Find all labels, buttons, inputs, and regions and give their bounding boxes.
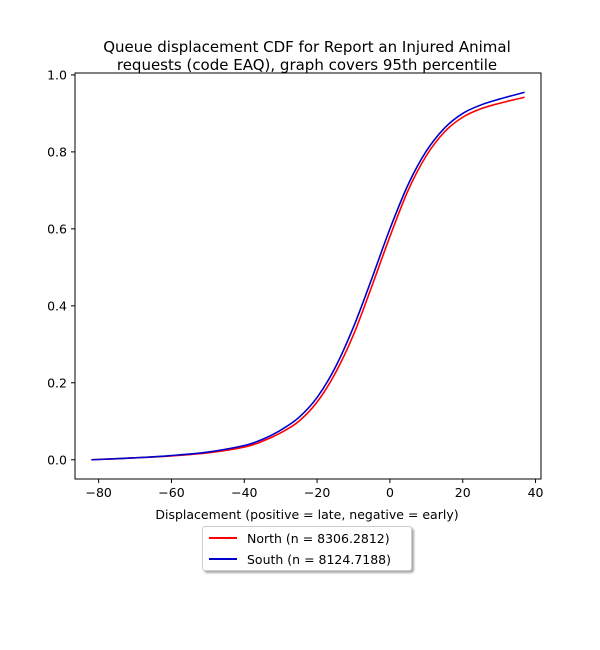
y-tick-label: 0.2 [47,375,67,390]
legend-entry-south: South (n = 8124.7188) [209,549,391,569]
legend: North (n = 8306.2812) South (n = 8124.71… [202,526,412,571]
plot-frame [74,72,542,480]
legend-label-north: North (n = 8306.2812) [247,530,390,546]
chart-title: Queue displacement CDF for Report an Inj… [103,38,511,74]
x-axis: −80 −60 −40 −20 0 20 40 [85,479,544,500]
series-line-north [91,96,525,461]
y-tick-label: 0.4 [47,298,67,313]
x-tick-label: 40 [528,485,544,500]
series-layer [91,91,525,461]
x-axis-label: Displacement (positive = late, negative … [155,507,458,522]
y-tick-label: 1.0 [47,67,67,82]
series-line-south [91,91,525,461]
x-tick-label: 0 [386,485,394,500]
legend-label-south: South (n = 8124.7188) [247,551,391,567]
x-tick-label: −80 [85,485,111,500]
y-tick-label: 0.8 [47,144,67,159]
y-tick-label: 0.0 [47,452,67,467]
x-tick-label: 20 [455,485,471,500]
x-tick-label: −60 [158,485,184,500]
x-tick-label: −20 [304,485,330,500]
chart-title-line-1: Queue displacement CDF for Report an Inj… [103,38,511,56]
y-axis: 0.0 0.2 0.4 0.6 0.8 1.0 [47,67,75,467]
legend-swatch-north [209,537,237,539]
legend-swatch-south [209,558,237,560]
y-tick-label: 0.6 [47,221,67,236]
chart-title-line-2: requests (code EAQ), graph covers 95th p… [117,56,497,74]
x-tick-label: −40 [231,485,257,500]
legend-entry-north: North (n = 8306.2812) [209,528,390,548]
